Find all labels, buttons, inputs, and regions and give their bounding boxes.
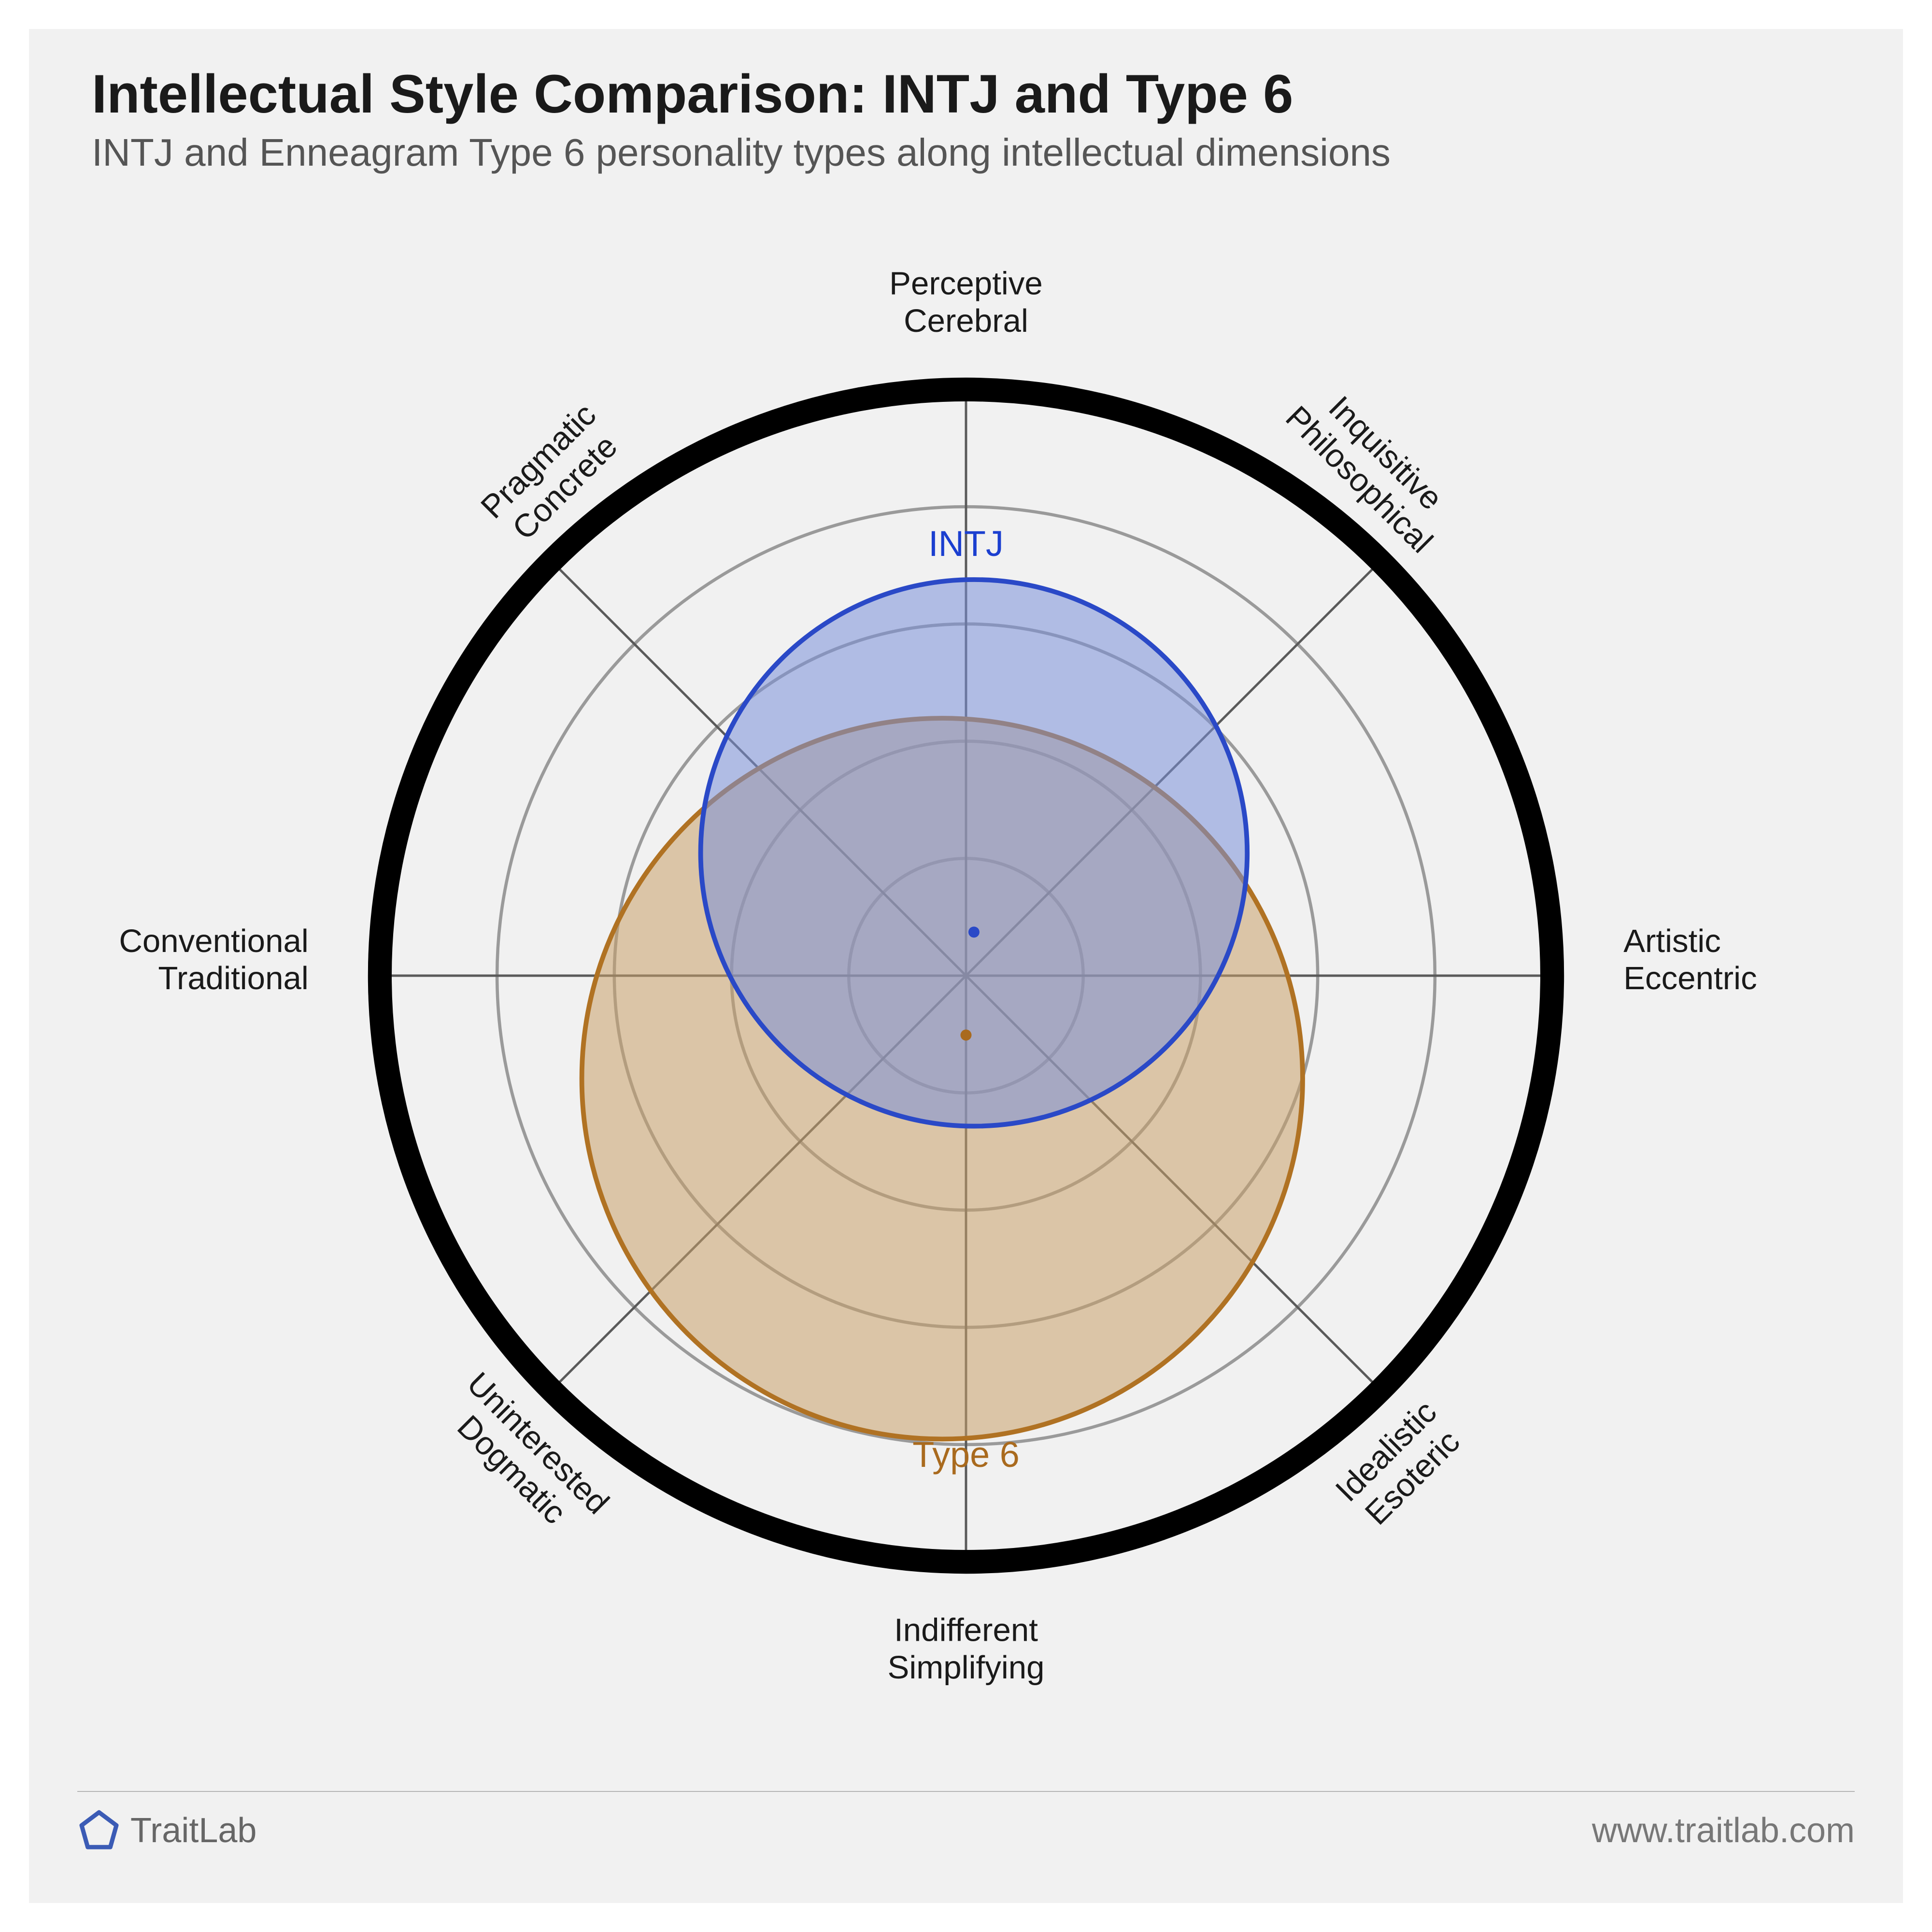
chart-subtitle: INTJ and Enneagram Type 6 personality ty… [92, 130, 1391, 175]
svg-text:Type 6: Type 6 [912, 1435, 1020, 1475]
svg-text:INTJ: INTJ [928, 524, 1004, 564]
svg-text:Artistic: Artistic [1623, 923, 1721, 959]
radar-chart: PerceptiveCerebralInquisitivePhilosophic… [29, 184, 1903, 1768]
svg-text:Cerebral: Cerebral [904, 303, 1028, 339]
footer-divider [77, 1791, 1855, 1792]
svg-text:Simplifying: Simplifying [887, 1649, 1044, 1686]
page: Intellectual Style Comparison: INTJ and … [0, 0, 1932, 1932]
brand-logo-icon [77, 1809, 121, 1852]
svg-text:Perceptive: Perceptive [889, 266, 1043, 302]
radar-svg: PerceptiveCerebralInquisitivePhilosophic… [29, 184, 1903, 1768]
svg-text:Traditional: Traditional [158, 960, 308, 996]
chart-card: Intellectual Style Comparison: INTJ and … [29, 29, 1903, 1903]
footer: TraitLab www.traitlab.com [77, 1802, 1855, 1860]
chart-title: Intellectual Style Comparison: INTJ and … [92, 63, 1293, 125]
svg-text:Conventional: Conventional [119, 923, 308, 959]
svg-text:Eccentric: Eccentric [1623, 960, 1757, 996]
svg-text:Indifferent: Indifferent [894, 1612, 1038, 1648]
footer-brand-text: TraitLab [130, 1811, 256, 1850]
footer-left: TraitLab [77, 1809, 256, 1852]
footer-url: www.traitlab.com [1592, 1811, 1855, 1850]
